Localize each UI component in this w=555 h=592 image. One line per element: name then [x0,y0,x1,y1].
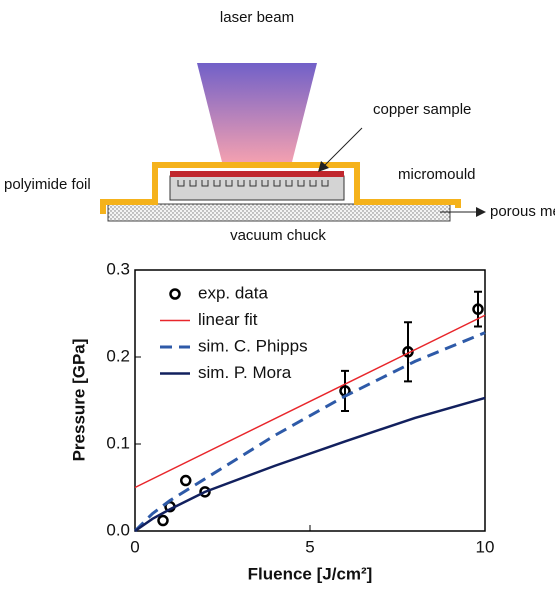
legend-label: exp. data [198,283,268,302]
setup-diagram: laser beam copper sample polyimide foil … [4,9,555,244]
y-tick-label: 0.2 [106,346,130,365]
error-bar [341,371,349,411]
micromould [170,176,344,200]
series-line [135,315,485,487]
vacuum-chuck [108,204,450,221]
legend-label: sim. P. Mora [198,363,292,382]
label: polyimide foil [4,176,91,193]
y-tick-label: 0.0 [106,520,130,539]
arrow-head [476,207,486,217]
legend-label: linear fit [198,310,258,329]
y-tick-label: 0.3 [106,259,130,278]
plot-frame [135,270,485,531]
label: laser beam [220,9,294,26]
label: copper sample [373,101,471,118]
legend-label: sim. C. Phipps [198,336,308,355]
chart: Fluence [J/cm²] Pressure [GPa] 0 5 10 0.0 0.… [69,259,494,583]
label: vacuum chuck [230,227,326,244]
label: porous metal [490,203,555,220]
x-tick-label: 0 [130,537,139,556]
x-axis-label: Fluence [J/cm²] [248,564,373,583]
error-bar [474,292,482,327]
data-point [159,516,168,525]
label: micromould [398,166,476,183]
laser-beam [197,63,317,162]
series-line [135,398,485,531]
x-tick-label: 5 [305,537,314,556]
x-tick-label: 10 [476,537,495,556]
legend-marker [171,290,180,299]
figure: laser beam copper sample polyimide foil … [0,0,555,587]
data-point [181,476,190,485]
y-tick-label: 0.1 [106,433,130,452]
y-axis-label: Pressure [GPa] [69,339,88,462]
copper-sample [170,171,344,177]
